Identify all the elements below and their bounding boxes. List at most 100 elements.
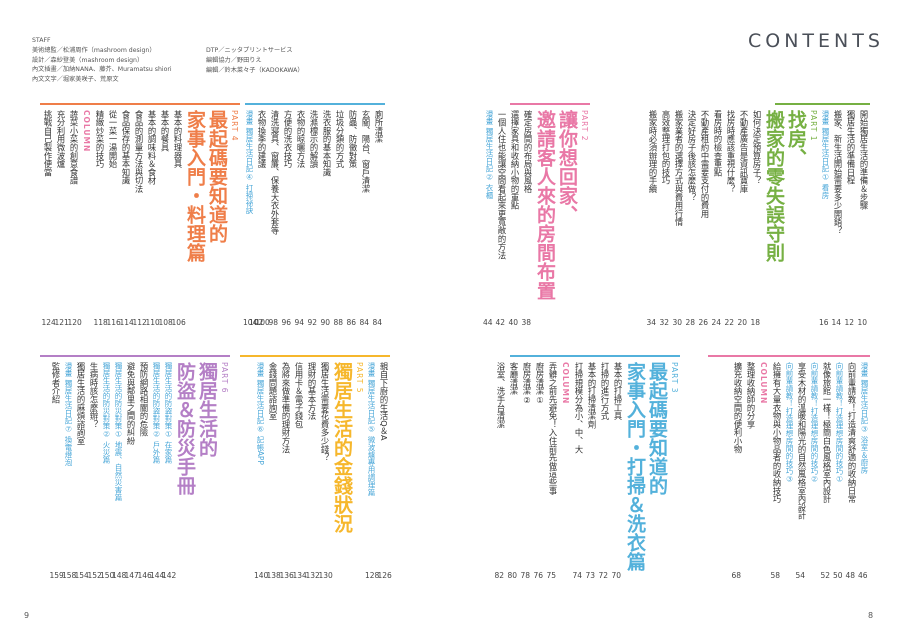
section-rule-part2b (708, 355, 870, 357)
toc-entry: 不動產廣告是資訊寶庫 (739, 110, 749, 193)
credits-right: DTP／ニッタプリントサービス 編輯協力／野田りえ 編輯／鈴木菜々子（KADOK… (206, 46, 304, 75)
part-label: PART 2 (580, 110, 589, 142)
page-number: 58 (770, 571, 781, 580)
page-number: 88 (333, 318, 344, 327)
toc-entry: 基本的打掃清潔劑 (587, 362, 597, 429)
toc-entry: 一個人住也能讓空間看起來更寬敞的方法 (497, 110, 507, 260)
toc-entry: 找房時應該重視什麼？ (726, 110, 736, 193)
section-rule-part3 (510, 355, 680, 357)
page-number: 50 (833, 571, 843, 580)
section-rule-part6 (40, 355, 230, 357)
page-number: 112 (132, 318, 147, 327)
page-number: 134 (292, 571, 307, 580)
credits-left: STAFF 美術總監／松浦周作（mashroom design） 設計／森紗登美… (32, 36, 172, 85)
toc-entry: 廚房清潔① (535, 362, 545, 406)
section-rule-part4 (40, 103, 240, 105)
page-number: 28 (685, 318, 696, 327)
page-number: 110 (145, 318, 160, 327)
toc-entry: 衣物換季的建議 (257, 110, 267, 169)
toc-entry: 生病時該怎麼辦？ (89, 362, 99, 429)
toc-entry: 防蟲、防黴對策 (348, 110, 358, 169)
part-title: 最起碼要知道的 (646, 362, 668, 495)
credit-line: 美術總監／松浦周作（mashroom design） (32, 46, 156, 54)
page-number: 108 (158, 318, 173, 327)
part-label: PART 1 (809, 110, 818, 142)
page-number: 16 (819, 318, 829, 327)
page-number: 82 (494, 571, 505, 580)
page-number: 121 (54, 318, 69, 327)
toc-entry: 開始獨居生活的準備＆步驟 (859, 110, 869, 210)
section-rule-part3b (245, 103, 385, 105)
part-title: 找房、 (785, 110, 807, 167)
toc-entry: 精緻炒菜的技巧 (95, 110, 105, 169)
toc-entry-manga: 漫畫 獨居生活日記① 看房 (821, 110, 830, 199)
column-label: COLUMN (561, 362, 570, 405)
toc-entry: 搬家業者的選擇方式與費用行情 (674, 110, 684, 227)
section-part3: PART 3 最起碼要知道的 家事入門・打掃＆洗衣篇 基本的打掃工具 打掃的進行方式 基本… (496, 362, 680, 571)
toc-entry: 從一菜一湯開始 (108, 110, 118, 169)
toc-entry: 監修者介紹 (51, 362, 61, 404)
toc-entry: 選擇家具和收納小物的重點 (510, 110, 520, 210)
toc-entry: 基本的打掃工具 (613, 362, 623, 421)
part-label: PART 5 (355, 362, 364, 394)
page-number: 102 (249, 318, 264, 327)
toc-entry: 基本的調味料＆食材 (147, 110, 157, 185)
page-number: 147 (124, 571, 139, 580)
toc-entry: 清洗寢具、窗簾、保養大衣外套等 (270, 110, 280, 235)
page-number: 78 (520, 571, 531, 580)
section-part1: 開始獨居生活的準備＆步驟 獨居生活的準備日程 搬家、新生活開始需要多少開銷？ 漫畫 獨… (640, 110, 870, 310)
page-number: 140 (254, 571, 269, 580)
column-label: COLUMN (82, 110, 91, 153)
toc-entry-manga: 獨居生活的防災對策① 地震、自然災害篇 (114, 362, 123, 501)
toc-entry: 親自下廚的生活Q＆A (379, 362, 389, 441)
toc-entry: 如何決定預算房子？ (752, 110, 762, 185)
page-number: 106 (171, 318, 186, 327)
page-number: 10 (857, 318, 868, 327)
page-number: 30 (672, 318, 683, 327)
page-number: 48 (845, 571, 856, 580)
page-number: 154 (74, 571, 89, 580)
toc-entry: 獨居生活的麻煩諮詢室 (76, 362, 86, 445)
toc-entry: 食品的測量方法與切法 (134, 110, 144, 193)
toc-entry: 獨居生活的準備日程 (846, 110, 856, 185)
page-number: 84 (372, 318, 383, 327)
toc-entry: 垃圾分類的方式 (335, 110, 345, 169)
page-number: 92 (307, 318, 318, 327)
toc-entry: 客廳清潔 (509, 362, 519, 396)
toc-entry: 高效整理打包的技巧 (661, 110, 671, 185)
toc-entry: 充分利用微波爐 (56, 110, 66, 169)
page-number: 90 (320, 318, 331, 327)
part-label: PART 4 (230, 110, 239, 142)
credit-line: STAFF (32, 37, 51, 44)
folio-left: 9 (24, 611, 30, 620)
toc-entry: 就像旅館一樣！極簡白色風格室內設計 (822, 362, 832, 504)
page-number: 104 (243, 318, 258, 327)
part-label: PART 3 (670, 362, 679, 394)
page-number: 159 (49, 571, 64, 580)
page-number: 80 (507, 571, 518, 580)
toc-entry: 基本的料理器具 (173, 110, 183, 169)
page-number: 96 (281, 318, 292, 327)
toc-entry: 搬家、新生活開始需要多少開銷？ (833, 110, 843, 235)
page-number: 114 (119, 318, 134, 327)
part-title: 防盜＆防災手冊 (174, 362, 196, 495)
credit-line: 內文文字／堀家美咲子、荒原文 (32, 76, 119, 84)
page-number: 44 (483, 318, 493, 327)
toc-entry: 理財的基本方法 (307, 362, 317, 421)
page-number: 144 (150, 571, 165, 580)
credit-line: 編輯／鈴木菜々子（KADOKAWA） (206, 66, 304, 74)
toc-entry: 金錢問題諮詢室 (268, 362, 278, 421)
contents-title: CONTENTS (748, 30, 884, 52)
page-number: 124 (41, 318, 56, 327)
page-number: 136 (279, 571, 294, 580)
page-number: 76 (533, 571, 544, 580)
page-number: 100 (255, 318, 270, 327)
credit-line: 設計／森紗登美（mashroom design） (32, 56, 144, 64)
toc-entry-manga: 漫畫 獨居生活日記③ 浴室＆廚房 (860, 362, 869, 474)
section-part3b: 廁所清潔 玄關、陽台、窗戶清潔 防蟲、防黴對策 垃圾分類的方式 洗衣服的基本知識 洗滌標示… (245, 110, 385, 310)
page-number: 46 (858, 571, 868, 580)
toc-entry: 衣物的晾曬方法 (296, 110, 306, 169)
toc-entry: 獨居生活需要花費多少錢？ (320, 362, 330, 462)
page-number: 42 (495, 318, 506, 327)
part-title: 邀請客人來的房間布置 (534, 110, 556, 300)
